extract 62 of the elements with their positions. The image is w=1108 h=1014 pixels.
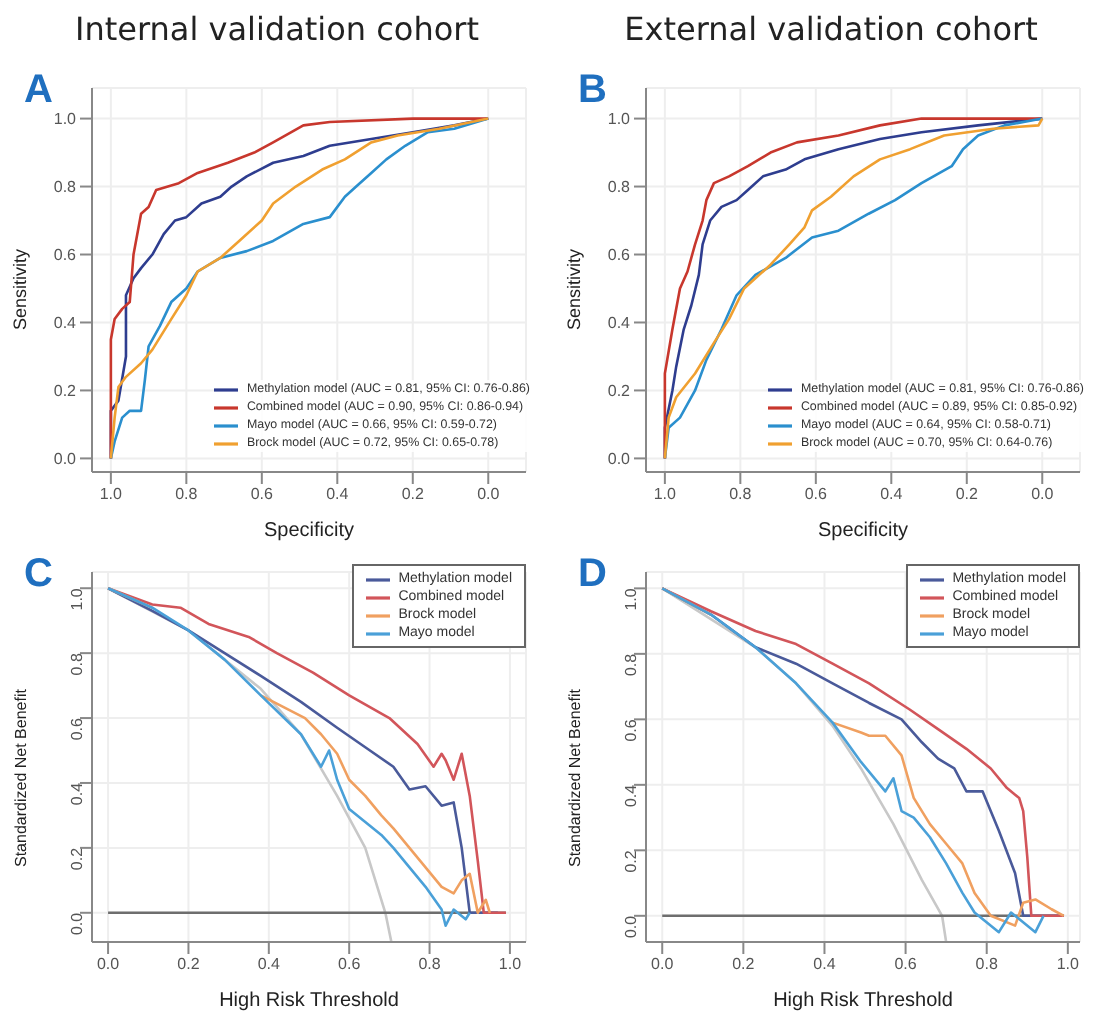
x-tick-label: 1.0 <box>1056 955 1081 974</box>
x-tick-label: 0.8 <box>175 485 199 504</box>
x-tick-label: 0.0 <box>1031 485 1055 504</box>
y-tick-label: 0.2 <box>621 849 640 873</box>
x-tick-label: 1.0 <box>498 955 523 974</box>
x-tick-label: 0.0 <box>96 955 121 974</box>
y-tick-label: 0.2 <box>67 846 86 871</box>
y-tick-label: 1.0 <box>67 587 86 611</box>
y-tick-label: 0.0 <box>53 450 78 469</box>
x-axis-title: Specificity <box>263 520 355 542</box>
y-tick-label: 0.0 <box>67 911 86 936</box>
y-axis-title: Standardized Net Benefit <box>565 687 584 867</box>
y-tick-label: 1.0 <box>607 110 632 129</box>
y-tick-label: 0.6 <box>607 246 632 265</box>
x-tick-label: 0.2 <box>177 955 201 974</box>
x-tick-label: 1.0 <box>99 485 124 504</box>
text: A <box>24 68 53 114</box>
x-tick-label: 0.2 <box>955 485 979 504</box>
y-tick-label: 0.0 <box>621 914 640 939</box>
x-tick-label: 0.8 <box>975 955 999 974</box>
x-tick-label: 0.6 <box>804 485 829 504</box>
y-tick-label: 0.2 <box>607 382 632 401</box>
x-tick-label: 0.2 <box>401 485 425 504</box>
y-tick-label: 0.4 <box>621 783 640 808</box>
y-tick-label: 0.8 <box>607 178 632 197</box>
x-tick-label: 0.8 <box>418 955 442 974</box>
x-tick-label: 0.0 <box>651 955 675 974</box>
chart-title: External validation cohort <box>622 8 1040 52</box>
y-tick-label: 1.0 <box>621 587 640 611</box>
x-axis-title: Specificity <box>817 520 909 542</box>
x-tick-label: 0.0 <box>477 485 501 504</box>
y-tick-label: 0.6 <box>621 718 640 742</box>
x-axis-title: High Risk Threshold <box>219 990 399 1012</box>
y-tick-label: 1.0 <box>53 110 78 129</box>
y-tick-label: 0.6 <box>67 716 86 741</box>
y-tick-label: 0.0 <box>607 450 632 469</box>
y-tick-label: 0.8 <box>67 652 86 676</box>
x-tick-label: 0.8 <box>729 485 753 504</box>
y-tick-label: 0.4 <box>53 314 78 333</box>
x-tick-label: 1.0 <box>653 485 678 504</box>
x-tick-label: 0.4 <box>326 485 350 504</box>
y-tick-label: 0.4 <box>67 781 86 806</box>
y-tick-label: 0.6 <box>53 246 78 265</box>
text: C <box>24 552 53 598</box>
y-tick-label: 0.8 <box>621 652 640 677</box>
y-axis-title: Standardized Net Benefit <box>11 687 30 867</box>
y-tick-label: 0.8 <box>53 178 78 197</box>
x-tick-label: 0.6 <box>250 485 275 504</box>
x-tick-label: 0.4 <box>880 485 904 504</box>
y-tick-label: 0.2 <box>53 382 78 401</box>
y-axis-title: Sensitivity <box>10 247 31 330</box>
y-axis-title: Sensitivity <box>564 247 585 330</box>
chart-title: Internal validation cohort <box>73 8 481 52</box>
x-tick-label: 0.2 <box>732 955 756 974</box>
text: B <box>578 68 607 114</box>
y-tick-label: 0.4 <box>607 314 632 333</box>
x-axis-title: High Risk Threshold <box>773 990 953 1012</box>
x-tick-label: 0.4 <box>257 955 282 974</box>
x-tick-label: 0.6 <box>338 955 362 974</box>
text: D <box>578 552 607 598</box>
x-tick-label: 0.4 <box>813 955 837 974</box>
x-tick-label: 0.6 <box>894 955 918 974</box>
